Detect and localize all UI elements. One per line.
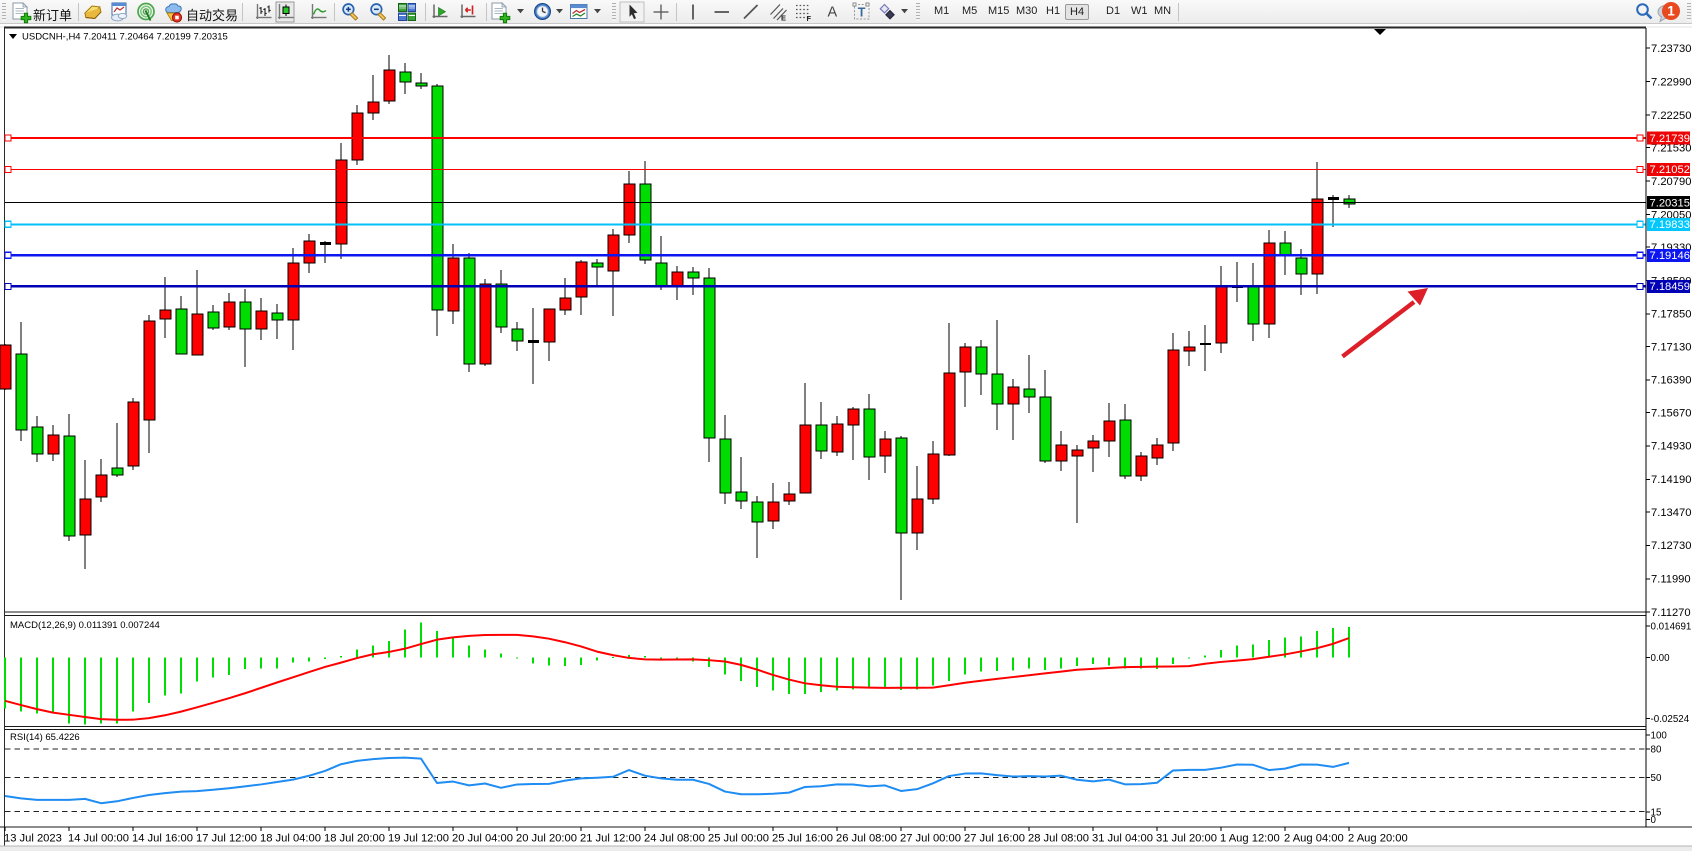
- svg-text:7.21530: 7.21530: [1651, 142, 1691, 154]
- svg-text:2 Aug 04:00: 2 Aug 04:00: [1284, 833, 1344, 845]
- svg-text:0.00: 0.00: [1651, 653, 1671, 664]
- svg-text:15: 15: [1651, 808, 1662, 819]
- svg-text:50: 50: [1651, 773, 1662, 784]
- svg-text:7.20790: 7.20790: [1651, 176, 1691, 188]
- svg-text:7.16390: 7.16390: [1651, 375, 1691, 387]
- svg-text:7.19833: 7.19833: [1650, 219, 1690, 231]
- svg-text:13 Jul 2023: 13 Jul 2023: [4, 833, 62, 845]
- svg-text:14 Jul 16:00: 14 Jul 16:00: [132, 833, 193, 845]
- svg-text:F: F: [807, 14, 812, 23]
- svg-text:7.18459: 7.18459: [1650, 281, 1690, 293]
- svg-text:7.14190: 7.14190: [1651, 474, 1691, 486]
- svg-text:7.11990: 7.11990: [1651, 574, 1691, 586]
- svg-text:7.23730: 7.23730: [1651, 43, 1691, 55]
- svg-text:7.14930: 7.14930: [1651, 441, 1691, 453]
- svg-text:1: 1: [1667, 4, 1675, 19]
- svg-text:18 Jul 20:00: 18 Jul 20:00: [324, 833, 385, 845]
- svg-text:USDCNH-,H4 7.20411 7.20464 7.: USDCNH-,H4 7.20411 7.20464 7.20199 7.203…: [22, 32, 228, 43]
- svg-text:MACD(12,26,9) 0.011391 0.00724: MACD(12,26,9) 0.011391 0.007244: [10, 620, 160, 631]
- svg-text:18 Jul 04:00: 18 Jul 04:00: [260, 833, 321, 845]
- svg-text:7.22990: 7.22990: [1651, 76, 1691, 88]
- svg-text:21 Jul 12:00: 21 Jul 12:00: [580, 833, 641, 845]
- svg-text:7.15670: 7.15670: [1651, 407, 1691, 419]
- svg-text:7.21739: 7.21739: [1650, 133, 1690, 145]
- svg-text:20 Jul 04:00: 20 Jul 04:00: [452, 833, 513, 845]
- svg-text:100: 100: [1651, 730, 1668, 741]
- svg-text:20 Jul 20:00: 20 Jul 20:00: [516, 833, 577, 845]
- svg-text:A: A: [828, 5, 838, 21]
- svg-text:7.17130: 7.17130: [1651, 341, 1691, 353]
- svg-text:31 Jul 04:00: 31 Jul 04:00: [1092, 833, 1153, 845]
- svg-text:14 Jul 00:00: 14 Jul 00:00: [68, 833, 129, 845]
- svg-text:0: 0: [1651, 815, 1657, 826]
- svg-text:80: 80: [1651, 744, 1662, 755]
- svg-text:7.20315: 7.20315: [1650, 197, 1690, 209]
- svg-text:17 Jul 12:00: 17 Jul 12:00: [196, 833, 257, 845]
- svg-text:RSI(14) 65.4226: RSI(14) 65.4226: [10, 732, 80, 743]
- svg-text:2 Aug 20:00: 2 Aug 20:00: [1348, 833, 1408, 845]
- svg-text:25 Jul 00:00: 25 Jul 00:00: [708, 833, 769, 845]
- svg-text:7.12730: 7.12730: [1651, 540, 1691, 552]
- svg-text:31 Jul 20:00: 31 Jul 20:00: [1156, 833, 1217, 845]
- svg-text:28 Jul 08:00: 28 Jul 08:00: [1028, 833, 1089, 845]
- svg-text:26 Jul 08:00: 26 Jul 08:00: [836, 833, 897, 845]
- svg-text:24 Jul 08:00: 24 Jul 08:00: [644, 833, 705, 845]
- svg-text:7.22250: 7.22250: [1651, 110, 1691, 122]
- svg-text:7.13470: 7.13470: [1651, 507, 1691, 519]
- svg-text:27 Jul 00:00: 27 Jul 00:00: [900, 833, 961, 845]
- svg-text:7.19146: 7.19146: [1650, 250, 1690, 262]
- svg-text:1 Aug 12:00: 1 Aug 12:00: [1220, 833, 1280, 845]
- svg-text:7.17850: 7.17850: [1651, 309, 1691, 321]
- svg-text:25 Jul 16:00: 25 Jul 16:00: [772, 833, 833, 845]
- svg-text:7.21052: 7.21052: [1650, 164, 1690, 176]
- svg-text:E: E: [781, 14, 786, 23]
- svg-text:19 Jul 12:00: 19 Jul 12:00: [388, 833, 449, 845]
- svg-text:-0.02524: -0.02524: [1651, 714, 1690, 725]
- svg-text:0.014691: 0.014691: [1651, 621, 1692, 632]
- svg-text:T: T: [858, 6, 866, 20]
- svg-text:27 Jul 16:00: 27 Jul 16:00: [964, 833, 1025, 845]
- svg-text:7.11270: 7.11270: [1651, 607, 1691, 619]
